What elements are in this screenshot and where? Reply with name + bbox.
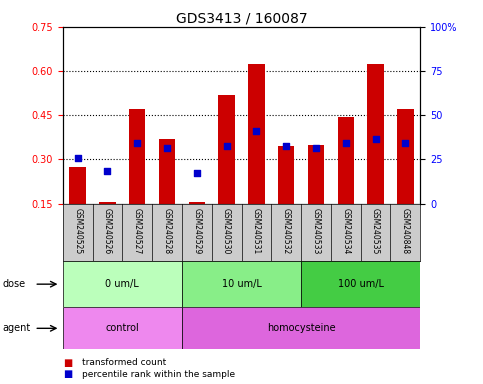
Text: 0 um/L: 0 um/L [105, 279, 139, 289]
Text: agent: agent [2, 323, 30, 333]
Text: transformed count: transformed count [82, 358, 166, 367]
Point [401, 140, 409, 146]
Point [193, 170, 201, 176]
Bar [248, 64, 265, 204]
Point [282, 143, 290, 149]
Bar [182, 307, 420, 349]
Bar [278, 146, 294, 204]
Bar [182, 261, 301, 307]
Text: GSM240525: GSM240525 [73, 208, 82, 254]
Bar [218, 94, 235, 204]
Text: ■: ■ [63, 369, 72, 379]
Bar [129, 109, 145, 204]
Bar [368, 64, 384, 204]
Bar [159, 139, 175, 204]
Point [223, 143, 230, 149]
Text: GDS3413 / 160087: GDS3413 / 160087 [176, 12, 307, 25]
Text: 100 um/L: 100 um/L [338, 279, 384, 289]
Text: GSM240531: GSM240531 [252, 208, 261, 254]
Point [163, 144, 171, 151]
Bar [63, 261, 182, 307]
Text: GSM240535: GSM240535 [371, 208, 380, 255]
Text: 10 um/L: 10 um/L [222, 279, 261, 289]
Point [312, 144, 320, 151]
Point [372, 136, 380, 142]
Point [104, 168, 112, 174]
Text: GSM240534: GSM240534 [341, 208, 350, 255]
Point [74, 155, 82, 161]
Bar [99, 202, 115, 204]
Point [253, 128, 260, 134]
Text: GSM240848: GSM240848 [401, 208, 410, 254]
Bar [308, 145, 324, 204]
Bar [70, 167, 86, 204]
Text: GSM240529: GSM240529 [192, 208, 201, 254]
Text: GSM240533: GSM240533 [312, 208, 320, 255]
Text: ■: ■ [63, 358, 72, 368]
Text: control: control [105, 323, 139, 333]
Text: homocysteine: homocysteine [267, 323, 335, 333]
Text: GSM240527: GSM240527 [133, 208, 142, 254]
Bar [189, 202, 205, 204]
Bar [301, 261, 420, 307]
Text: percentile rank within the sample: percentile rank within the sample [82, 370, 235, 379]
Text: GSM240532: GSM240532 [282, 208, 291, 254]
Point [342, 140, 350, 146]
Text: GSM240526: GSM240526 [103, 208, 112, 254]
Text: GSM240528: GSM240528 [163, 208, 171, 254]
Bar [63, 307, 182, 349]
Text: GSM240530: GSM240530 [222, 208, 231, 255]
Point [133, 140, 141, 146]
Text: dose: dose [2, 279, 26, 289]
Bar [338, 117, 354, 204]
Bar [397, 109, 413, 204]
